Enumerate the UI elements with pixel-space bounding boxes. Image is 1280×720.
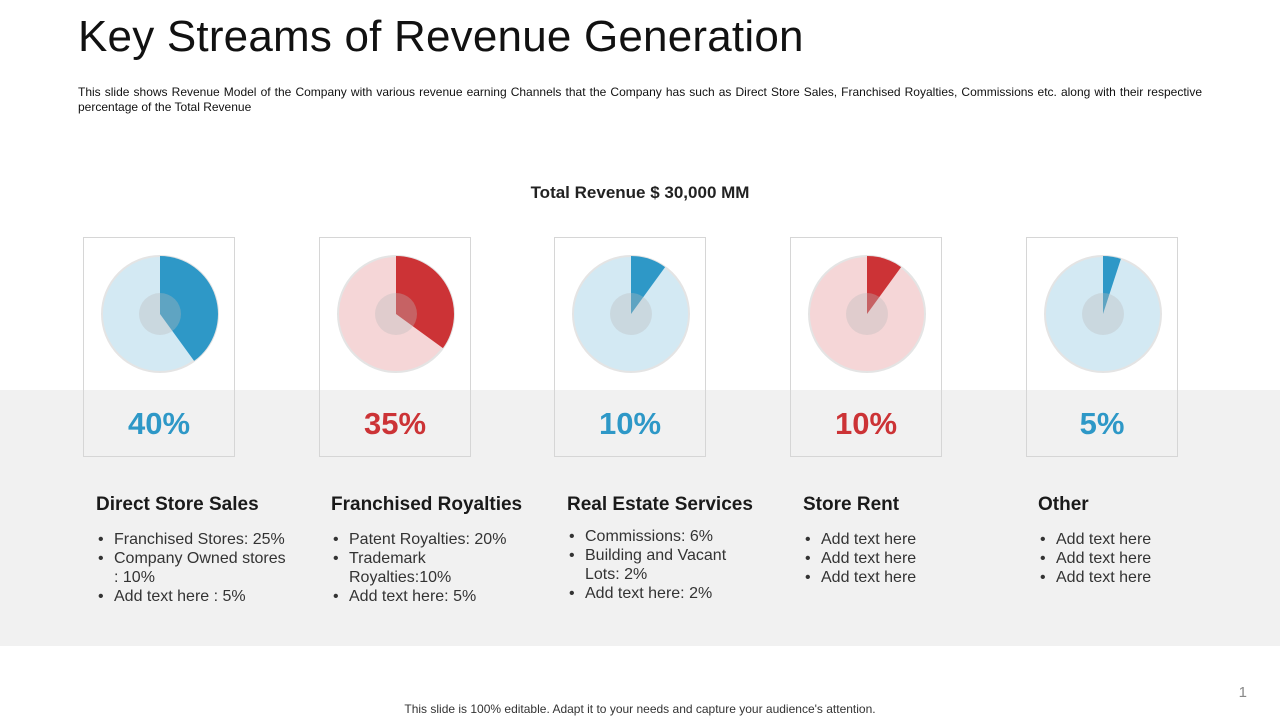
pie-chart [1044, 255, 1162, 373]
stream-heading: Direct Store Sales [96, 494, 259, 515]
pie-chart [337, 255, 455, 373]
pie-slice [1103, 256, 1121, 314]
pie-center-shadow [1082, 293, 1124, 335]
stream-card-direct-store-sales: 40% [83, 237, 235, 457]
pie-center-shadow [846, 293, 888, 335]
stream-card-real-estate-services: 10% [554, 237, 706, 457]
stream-info-real-estate-services: Real Estate Services Commissions: 6% Bui… [567, 494, 767, 603]
stream-bullets: Patent Royalties: 20% Trademark Royaltie… [331, 530, 531, 606]
stream-bullet: Company Owned stores : 10% [96, 549, 286, 587]
stream-card-other: 5% [1026, 237, 1178, 457]
stream-bullet: Add text here [1038, 568, 1228, 587]
page-number: 1 [1238, 684, 1247, 701]
stream-percent: 40% [127, 406, 191, 441]
stream-info-direct-store-sales: Direct Store Sales Franchised Stores: 25… [96, 494, 296, 606]
pie-chart [808, 255, 926, 373]
stream-card-franchised-royalties: 35% [319, 237, 471, 457]
stream-heading: Other [1038, 494, 1089, 515]
total-revenue-label: Total Revenue $ 30,000 MM [530, 183, 750, 202]
stream-bullet: Trademark Royalties:10% [331, 549, 481, 587]
stream-bullet: Add text here [1038, 549, 1228, 568]
stream-info-other: Other Add text here Add text here Add te… [1038, 494, 1238, 587]
footer-note: This slide is 100% editable. Adapt it to… [404, 702, 876, 716]
pie-center-shadow [610, 293, 652, 335]
stream-heading: Franchised Royalties [331, 494, 523, 515]
pie-center-shadow [375, 293, 417, 335]
stream-bullet: Add text here: 2% [567, 584, 757, 603]
pie-slice [396, 256, 454, 349]
slide-description: This slide shows Revenue Model of the Co… [78, 85, 1202, 114]
stream-bullet: Add text here: 5% [331, 587, 521, 606]
slide-title: Key Streams of Revenue Generation [78, 12, 804, 61]
stream-heading: Store Rent [803, 494, 900, 515]
stream-bullet: Patent Royalties: 20% [331, 530, 521, 549]
stream-bullets: Franchised Stores: 25% Company Owned sto… [96, 530, 296, 606]
stream-percent: 35% [363, 406, 427, 441]
stream-bullet: Add text here [803, 530, 993, 549]
stream-bullet: Add text here [803, 568, 993, 587]
stream-bullet: Commissions: 6% [567, 527, 757, 546]
stream-heading: Real Estate Services [567, 494, 753, 515]
stream-info-store-rent: Store Rent Add text here Add text here A… [803, 494, 1003, 587]
stream-bullet: Add text here [1038, 530, 1228, 549]
pie-chart [101, 255, 219, 373]
stream-percent: 10% [834, 406, 898, 441]
stream-card-store-rent: 10% [790, 237, 942, 457]
stream-bullet: Building and Vacant Lots: 2% [567, 546, 742, 584]
stream-percent: 5% [1079, 406, 1125, 441]
stream-bullets: Add text here Add text here Add text her… [803, 530, 1003, 587]
stream-bullet: Franchised Stores: 25% [96, 530, 286, 549]
stream-bullets: Commissions: 6% Building and Vacant Lots… [567, 527, 767, 603]
stream-bullet: Add text here : 5% [96, 587, 286, 606]
pie-slice [631, 256, 666, 314]
stream-percent: 10% [598, 406, 662, 441]
stream-info-franchised-royalties: Franchised Royalties Patent Royalties: 2… [331, 494, 531, 606]
pie-slice [867, 256, 902, 314]
pie-chart [572, 255, 690, 373]
pie-center-shadow [139, 293, 181, 335]
stream-bullets: Add text here Add text here Add text her… [1038, 530, 1238, 587]
stream-bullet: Add text here [803, 549, 993, 568]
pie-slice [160, 256, 218, 361]
